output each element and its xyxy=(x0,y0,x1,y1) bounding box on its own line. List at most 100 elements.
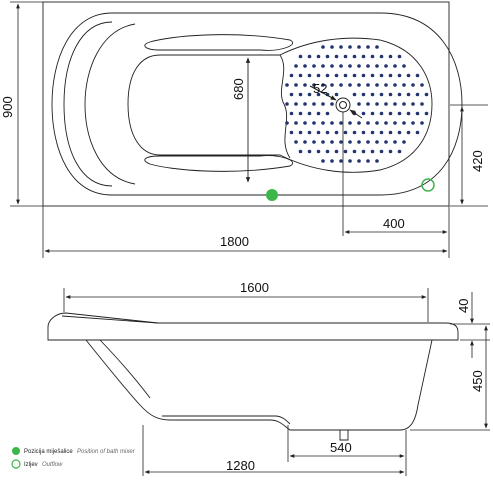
massage-dot xyxy=(348,45,352,49)
massage-dot xyxy=(375,102,379,106)
massage-dot xyxy=(357,159,361,163)
massage-dot xyxy=(424,92,429,97)
massage-dot xyxy=(294,83,298,87)
massage-dot xyxy=(379,92,384,97)
massage-dot xyxy=(348,121,352,125)
massage-dot xyxy=(375,159,379,163)
drain-y-label: 420 xyxy=(470,150,485,172)
massage-dot xyxy=(379,149,384,154)
massage-dot xyxy=(370,92,375,97)
side-base xyxy=(162,415,291,425)
inner-bowl xyxy=(127,37,433,173)
massage-dot xyxy=(352,92,357,97)
massage-dot xyxy=(393,140,397,144)
massage-dot xyxy=(388,130,393,135)
legend-mixer-icon xyxy=(12,447,20,455)
massage-dot xyxy=(321,64,325,68)
massage-dot xyxy=(375,64,379,68)
massage-dot xyxy=(343,54,348,59)
massage-dot xyxy=(366,102,370,106)
massage-dot xyxy=(325,149,330,154)
massage-dot xyxy=(321,140,325,144)
massage-dot xyxy=(334,92,339,97)
massage-dot xyxy=(307,92,312,97)
massage-dot xyxy=(384,121,388,125)
massage-dot xyxy=(294,121,298,125)
massage-dot xyxy=(298,130,303,135)
massage-dot xyxy=(330,102,334,106)
massage-dot xyxy=(411,121,415,125)
massage-dot xyxy=(352,149,357,154)
massage-dot xyxy=(384,102,388,106)
massage-dot xyxy=(366,83,370,87)
massage-dot xyxy=(334,130,339,135)
side-body-inner xyxy=(99,339,151,399)
massage-dot xyxy=(402,121,406,125)
massage-dot xyxy=(384,140,388,144)
massage-dot xyxy=(330,140,334,144)
massage-dot xyxy=(370,111,375,116)
massage-dot xyxy=(388,92,393,97)
massage-dot xyxy=(303,140,307,144)
massage-dot xyxy=(294,64,298,68)
massage-dot xyxy=(424,111,429,116)
massage-dot xyxy=(298,92,303,97)
massage-dot xyxy=(393,102,397,106)
massage-dot xyxy=(406,130,411,135)
massage-dot xyxy=(330,45,334,49)
massage-dot xyxy=(361,149,366,154)
massage-dot xyxy=(370,149,375,154)
massage-dot xyxy=(303,121,307,125)
massage-dot xyxy=(375,140,379,144)
massage-dot xyxy=(406,73,411,78)
legend-outflow-icon xyxy=(11,459,21,469)
massage-dot xyxy=(321,121,325,125)
tub-outline xyxy=(42,1,450,207)
drain-diameter-label: 52 xyxy=(313,81,327,96)
massage-dot xyxy=(294,140,298,144)
massage-dot xyxy=(420,121,424,125)
massage-zone-edge xyxy=(279,54,291,159)
massage-dot xyxy=(384,83,388,87)
massage-dot xyxy=(357,102,361,106)
massage-dot xyxy=(334,149,339,154)
massage-dot xyxy=(366,121,370,125)
massage-dot xyxy=(348,64,352,68)
massage-dot xyxy=(366,159,370,163)
massage-dot xyxy=(397,111,402,116)
massage-dot xyxy=(307,111,312,116)
legend-outflow-sub: Outflow xyxy=(42,462,63,468)
massage-dot xyxy=(415,73,420,78)
massage-dot xyxy=(307,54,312,59)
massage-dot xyxy=(325,54,330,59)
massage-dot xyxy=(361,73,366,78)
massage-dot xyxy=(285,121,289,125)
massage-dot xyxy=(393,121,397,125)
massage-dot xyxy=(307,130,312,135)
massage-dot xyxy=(285,102,289,106)
massage-dot xyxy=(339,140,343,144)
massage-dot xyxy=(411,83,415,87)
massage-dot xyxy=(402,83,406,87)
massage-dot xyxy=(348,83,352,87)
drain-diameter-leader xyxy=(309,85,337,101)
massage-dot xyxy=(303,102,307,106)
massage-dot xyxy=(316,54,321,59)
inner-width-label: 680 xyxy=(231,78,246,100)
mixer-position-marker xyxy=(266,189,278,201)
massage-dot xyxy=(316,149,321,154)
massage-dot xyxy=(312,83,316,87)
massage-dot xyxy=(343,149,348,154)
width-label: 900 xyxy=(0,96,15,118)
massage-dot xyxy=(348,159,352,163)
massage-dot xyxy=(388,73,393,78)
massage-dot xyxy=(330,121,334,125)
massage-dot xyxy=(325,130,330,135)
massage-dot xyxy=(348,140,352,144)
massage-dot xyxy=(321,159,325,163)
legend-mixer-label: Pozicija miješalice xyxy=(24,449,73,455)
massage-dot xyxy=(402,140,406,144)
massage-dot xyxy=(415,92,420,97)
massage-dot xyxy=(339,83,343,87)
